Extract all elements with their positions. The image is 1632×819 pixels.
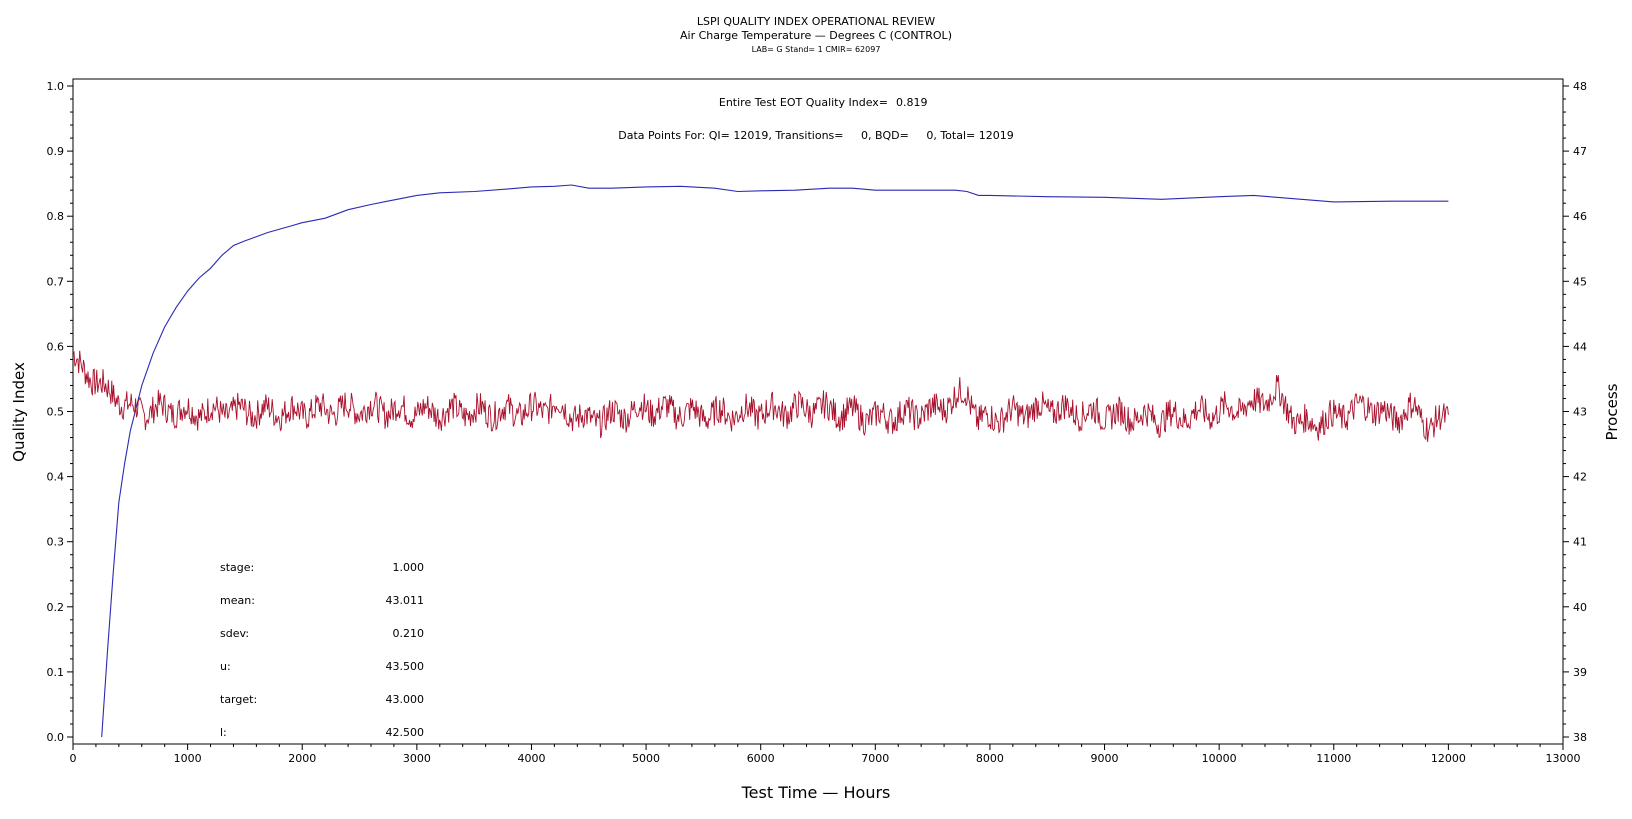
y2-tick-label: 40 [1573, 601, 1587, 614]
stat-label: stage: [220, 561, 254, 574]
stat-label: mean: [220, 594, 255, 607]
x-tick-label: 5000 [632, 752, 660, 765]
x-tick-label: 10000 [1202, 752, 1237, 765]
y2-tick-label: 46 [1573, 210, 1587, 223]
stat-value: 43.000 [386, 693, 425, 706]
process-series-line [72, 350, 1449, 442]
y-axis-left: 0.0 0.1 0.2 0.3 0.4 0.5 0.6 0.7 0.8 0.9 1.0 [47, 80, 73, 744]
y2-tick-label: 38 [1573, 731, 1587, 744]
y-axis-label: Quality Index [10, 362, 28, 462]
x-tick-label: 6000 [747, 752, 775, 765]
y2-tick-label: 47 [1573, 145, 1587, 158]
stat-label: l: [220, 726, 227, 739]
x-tick-label: 7000 [861, 752, 889, 765]
y-tick-label: 0.0 [47, 731, 65, 744]
x-axis-label: Test Time — Hours [741, 783, 891, 802]
x-tick-label: 4000 [517, 752, 545, 765]
y-tick-label: 0.7 [47, 275, 65, 288]
series-layer [72, 184, 1449, 738]
x-tick-label: 3000 [403, 752, 431, 765]
y2-tick-label: 41 [1573, 536, 1587, 549]
y-tick-label: 0.9 [47, 145, 65, 158]
chart-subtitle: Air Charge Temperature — Degrees C (CONT… [680, 29, 952, 42]
y2-tick-label: 48 [1573, 80, 1587, 93]
stat-label: sdev: [220, 627, 249, 640]
y2-tick-label: 42 [1573, 471, 1587, 484]
stat-value: 43.500 [386, 660, 425, 673]
stat-label: target: [220, 693, 257, 706]
quality-index-series-line [101, 184, 1449, 738]
x-tick-label: 9000 [1091, 752, 1119, 765]
x-tick-label: 0 [70, 752, 77, 765]
eot-quality-value: 0.819 [896, 96, 928, 109]
x-tick-label: 13000 [1546, 752, 1581, 765]
stat-value: 0.210 [393, 627, 425, 640]
chart-title: LSPI QUALITY INDEX OPERATIONAL REVIEW [697, 15, 935, 28]
x-axis: 0 1000 2000 3000 4000 5000 6000 7000 8000 9000 100… [70, 744, 1581, 765]
x-tick-label: 11000 [1316, 752, 1351, 765]
stat-value: 1.000 [393, 561, 425, 574]
x-tick-label: 1000 [174, 752, 202, 765]
y2-tick-label: 45 [1573, 275, 1587, 288]
x-tick-label: 2000 [288, 752, 316, 765]
y-tick-label: 0.4 [47, 471, 65, 484]
stats-panel: stage: 1.000 mean: 43.011 sdev: 0.210 u: 43.500… [220, 561, 424, 739]
x-tick-label: 8000 [976, 752, 1004, 765]
y2-tick-label: 39 [1573, 666, 1587, 679]
data-points-annotation: Data Points For: QI= 12019, Transitions=… [618, 129, 1013, 142]
y-axis-right: 38 39 40 41 42 43 44 45 46 47 48 [1563, 80, 1587, 744]
y-tick-label: 0.2 [47, 601, 65, 614]
y2-axis-label: Process [1603, 383, 1621, 440]
y-tick-label: 0.3 [47, 536, 65, 549]
y2-tick-label: 44 [1573, 340, 1587, 353]
y-tick-label: 0.6 [47, 340, 65, 353]
stat-value: 43.011 [386, 594, 425, 607]
stat-label: u: [220, 660, 231, 673]
eot-quality-label: Entire Test EOT Quality Index= [719, 96, 888, 109]
chart-info: LAB= G Stand= 1 CMIR= 62097 [752, 45, 881, 54]
y-tick-label: 0.1 [47, 666, 65, 679]
y2-tick-label: 43 [1573, 406, 1587, 419]
y-tick-label: 0.5 [47, 406, 65, 419]
y-tick-label: 1.0 [47, 80, 65, 93]
stat-value: 42.500 [386, 726, 425, 739]
y-tick-label: 0.8 [47, 210, 65, 223]
x-tick-label: 12000 [1431, 752, 1466, 765]
